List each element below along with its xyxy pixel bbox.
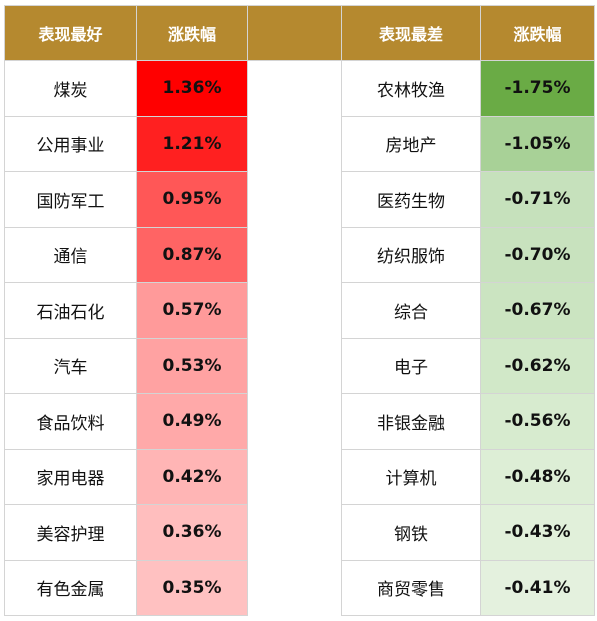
best-industry-change: 0.42%	[136, 448, 248, 505]
header-spacer	[247, 5, 342, 61]
table-row: 通信 0.87% 纺织服饰 -0.70%	[4, 226, 595, 283]
best-industry-change: 0.57%	[136, 282, 248, 339]
worst-industry-name: 钢铁	[341, 504, 481, 561]
worst-industry-name: 商贸零售	[341, 559, 481, 616]
best-label-header: 表现最好	[4, 5, 137, 61]
worst-industry-name: 电子	[341, 337, 481, 394]
worst-industry-change: -0.56%	[480, 393, 595, 450]
best-industry-name: 国防军工	[4, 171, 137, 228]
row-spacer	[247, 171, 342, 227]
row-spacer	[247, 393, 342, 449]
best-industry-change: 0.53%	[136, 337, 248, 394]
row-spacer	[247, 449, 342, 505]
row-spacer	[247, 60, 342, 116]
best-industry-name: 煤炭	[4, 60, 137, 117]
best-industry-name: 公用事业	[4, 115, 137, 172]
table-row: 汽车 0.53% 电子 -0.62%	[4, 337, 595, 394]
row-spacer	[247, 227, 342, 283]
worst-industry-change: -0.43%	[480, 504, 595, 561]
table-row: 煤炭 1.36% 农林牧渔 -1.75%	[4, 60, 595, 117]
worst-industry-change: -0.67%	[480, 282, 595, 339]
industry-performance-table: 表现最好 涨跌幅 表现最差 涨跌幅 煤炭 1.36% 农林牧渔 -1.75% 公用事业 1…	[4, 5, 595, 616]
best-industry-name: 汽车	[4, 337, 137, 394]
worst-industry-change: -1.05%	[480, 115, 595, 172]
best-industry-name: 石油石化	[4, 282, 137, 339]
best-industry-change: 0.36%	[136, 504, 248, 561]
table-body: 煤炭 1.36% 农林牧渔 -1.75% 公用事业 1.21% 房地产 -1.05% 国防军工 0…	[4, 60, 595, 616]
worst-industry-name: 医药生物	[341, 171, 481, 228]
table-row: 石油石化 0.57% 综合 -0.67%	[4, 282, 595, 339]
best-industry-name: 通信	[4, 226, 137, 283]
header-row: 表现最好 涨跌幅 表现最差 涨跌幅	[4, 5, 595, 61]
worst-industry-change: -0.41%	[480, 559, 595, 616]
worst-industry-change: -1.75%	[480, 60, 595, 117]
row-spacer	[247, 560, 342, 616]
best-industry-name: 有色金属	[4, 559, 137, 616]
worst-industry-change: -0.62%	[480, 337, 595, 394]
row-spacer	[247, 116, 342, 172]
best-change-header: 涨跌幅	[136, 5, 248, 61]
best-industry-change: 0.35%	[136, 559, 248, 616]
table-row: 公用事业 1.21% 房地产 -1.05%	[4, 115, 595, 172]
best-industry-change: 0.49%	[136, 393, 248, 450]
worst-industry-name: 计算机	[341, 448, 481, 505]
worst-industry-name: 纺织服饰	[341, 226, 481, 283]
best-industry-name: 食品饮料	[4, 393, 137, 450]
best-industry-change: 1.36%	[136, 60, 248, 117]
worst-industry-name: 综合	[341, 282, 481, 339]
table-row: 国防军工 0.95% 医药生物 -0.71%	[4, 171, 595, 228]
worst-industry-name: 农林牧渔	[341, 60, 481, 117]
worst-industry-change: -0.71%	[480, 171, 595, 228]
table-row: 美容护理 0.36% 钢铁 -0.43%	[4, 504, 595, 561]
table-row: 家用电器 0.42% 计算机 -0.48%	[4, 448, 595, 505]
worst-industry-name: 房地产	[341, 115, 481, 172]
best-industry-change: 0.95%	[136, 171, 248, 228]
table-row: 食品饮料 0.49% 非银金融 -0.56%	[4, 393, 595, 450]
table-row: 有色金属 0.35% 商贸零售 -0.41%	[4, 559, 595, 616]
best-industry-change: 1.21%	[136, 115, 248, 172]
best-industry-name: 美容护理	[4, 504, 137, 561]
row-spacer	[247, 504, 342, 560]
best-industry-name: 家用电器	[4, 448, 137, 505]
worst-industry-change: -0.48%	[480, 448, 595, 505]
row-spacer	[247, 338, 342, 394]
worst-change-header: 涨跌幅	[480, 5, 595, 61]
best-industry-change: 0.87%	[136, 226, 248, 283]
worst-industry-name: 非银金融	[341, 393, 481, 450]
worst-label-header: 表现最差	[341, 5, 481, 61]
worst-industry-change: -0.70%	[480, 226, 595, 283]
row-spacer	[247, 282, 342, 338]
